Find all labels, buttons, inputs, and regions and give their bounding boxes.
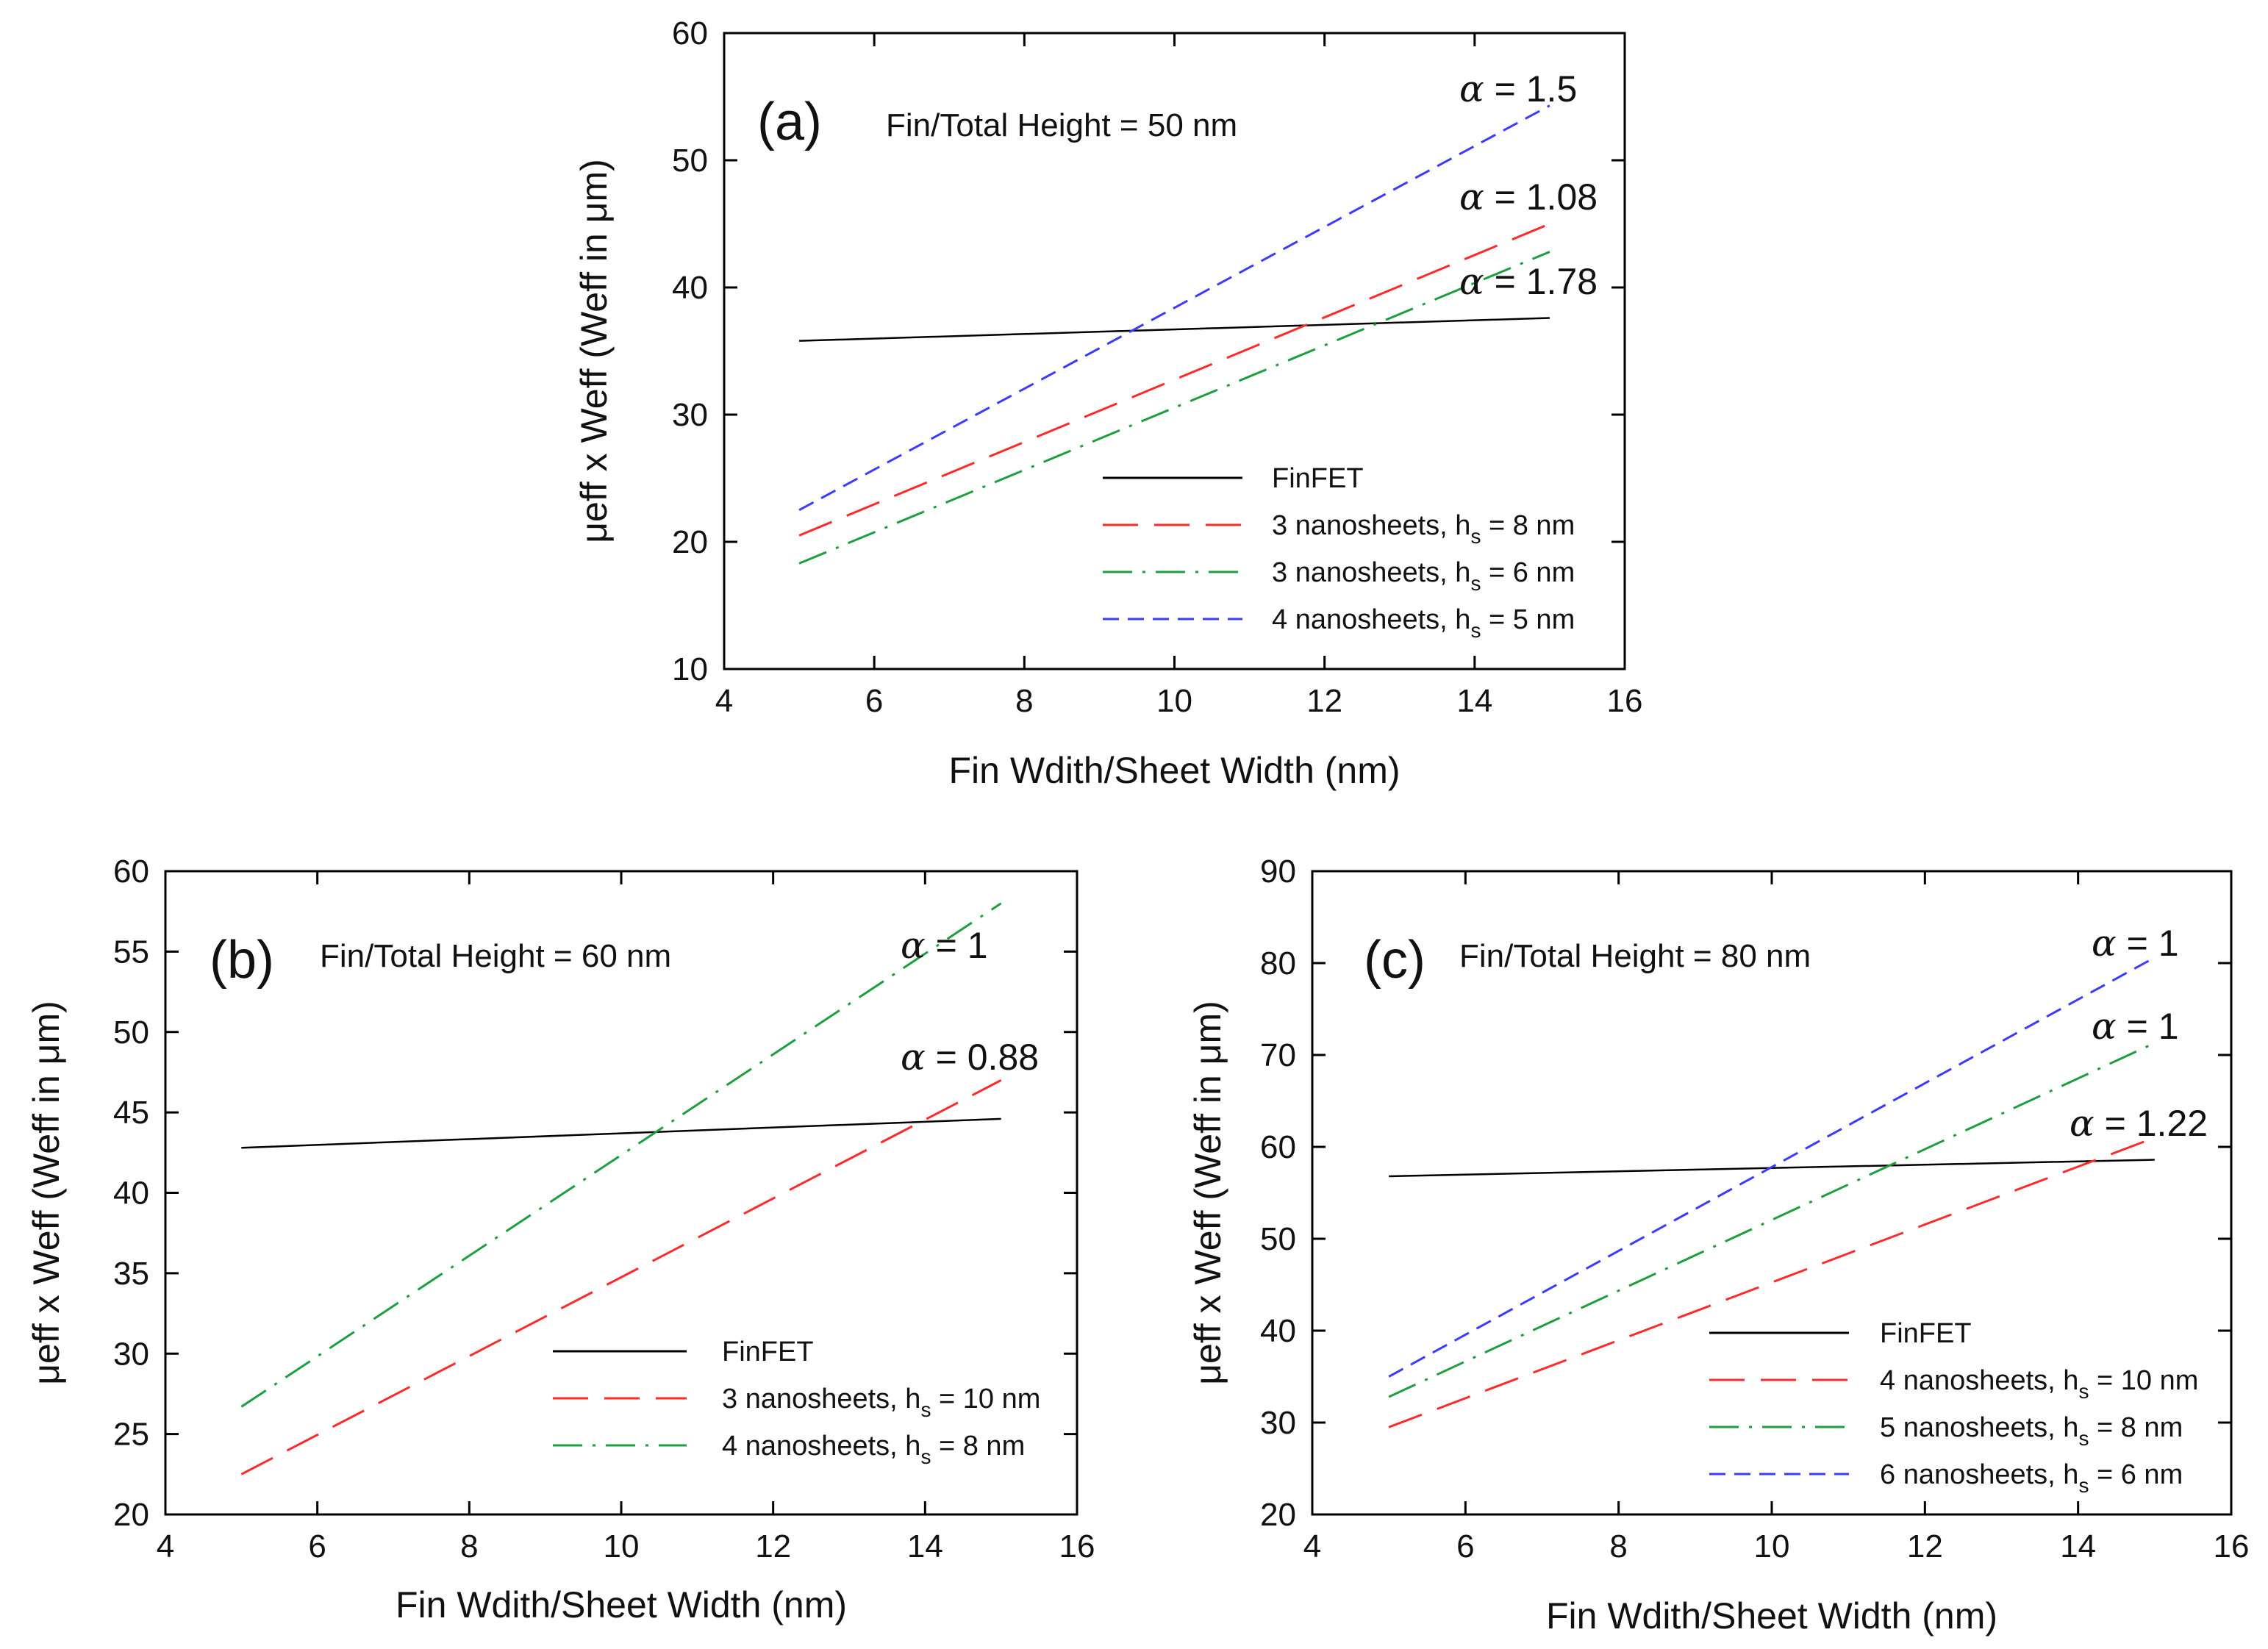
x-tick-label: 8	[1015, 683, 1033, 719]
x-axis-title: Fin Wdith/Sheet Width (nm)	[1546, 1595, 1997, 1637]
height-label: Fin/Total Height = 60 nm	[320, 938, 671, 974]
series-line-s3	[1388, 1042, 2156, 1398]
x-tick-label: 8	[1609, 1528, 1627, 1564]
x-tick-label: 16	[1059, 1528, 1095, 1564]
x-tick-label: 14	[907, 1528, 943, 1564]
y-tick-label: 55	[113, 934, 149, 970]
x-tick-label: 6	[865, 683, 883, 719]
y-tick-label: 10	[672, 651, 708, 687]
x-tick-label: 10	[604, 1528, 640, 1564]
panel-b: 4 6 8 10 12 14 16 20 25 30 35 40 45 50 55 60 Fin Wdith/S…	[26, 854, 1095, 1625]
y-tick-label: 40	[113, 1176, 149, 1212]
y-tick-label: 60	[1260, 1129, 1296, 1165]
x-tick-label: 14	[1456, 683, 1492, 719]
legend-label-s4: 4 nanosheets, hs = 5 nm	[1272, 604, 1575, 642]
legend-label-s2: 3 nanosheets, hs = 10 nm	[722, 1384, 1040, 1421]
x-tick-label: 10	[1156, 683, 1192, 719]
y-tick-label: 70	[1260, 1037, 1296, 1073]
y-tick-label: 90	[1260, 854, 1296, 890]
legend-label-s4: 6 nanosheets, hs = 6 nm	[1880, 1459, 2183, 1497]
x-tick-label: 6	[308, 1528, 326, 1564]
y-tick-label: 50	[113, 1015, 149, 1051]
alpha-annotation-s2: α = 0.88	[901, 1036, 1039, 1079]
alpha-annotation-s4: α = 1.5	[1459, 68, 1577, 110]
y-tick-label: 30	[1260, 1405, 1296, 1441]
alpha-annotation-s2: α = 1.22	[2070, 1102, 2208, 1145]
y-tick-label: 20	[672, 524, 708, 560]
y-tick-label: 60	[113, 854, 149, 890]
x-axis-title: Fin Wdith/Sheet Width (nm)	[396, 1584, 847, 1625]
series-line-s4	[1388, 956, 2156, 1378]
x-tick-label: 4	[157, 1528, 174, 1564]
y-tick-label: 40	[1260, 1313, 1296, 1349]
series-line-s3	[240, 902, 1002, 1408]
series-line-finfet	[241, 1117, 1001, 1149]
panel-c: 4 6 8 10 12 14 16 20 30 40 50 60 70 80 90 Fin Wdith/She…	[1187, 854, 2249, 1637]
series-line-s2	[798, 223, 1550, 537]
y-tick-label: 30	[672, 397, 708, 433]
x-tick-label: 16	[2214, 1528, 2250, 1564]
legend-label-s3: 5 nanosheets, hs = 8 nm	[1880, 1412, 2183, 1450]
y-tick-label: 50	[1260, 1221, 1296, 1257]
x-axis-title: Fin Wdith/Sheet Width (nm)	[948, 750, 1400, 791]
y-tick-label: 80	[1260, 945, 1296, 981]
series-line-s4	[798, 104, 1550, 512]
x-tick-label: 14	[2060, 1528, 2096, 1564]
y-axis-title: μeff x Weff (Weff in μm)	[26, 1001, 67, 1385]
series-line-s3	[798, 251, 1550, 565]
panel-letter: (c)	[1364, 931, 1425, 990]
x-tick-label: 12	[755, 1528, 791, 1564]
legend-label-s3: 3 nanosheets, hs = 6 nm	[1272, 557, 1575, 595]
y-tick-label: 25	[113, 1417, 149, 1453]
y-tick-label: 35	[113, 1256, 149, 1292]
legend-label-s2: 3 nanosheets, hs = 8 nm	[1272, 510, 1575, 548]
y-tick-label: 20	[113, 1497, 149, 1533]
x-tick-label: 4	[1303, 1528, 1321, 1564]
x-tick-label: 10	[1754, 1528, 1790, 1564]
series-line-s2	[240, 1079, 1002, 1475]
y-axis-title: μeff x Weff (Weff in μm)	[1187, 1001, 1228, 1385]
panel-letter: (a)	[757, 93, 822, 151]
alpha-annotation-s2: α = 1.08	[1459, 176, 1598, 218]
legend-label-s2: 4 nanosheets, hs = 10 nm	[1880, 1365, 2198, 1403]
alpha-annotation-s3: α = 1	[2092, 1005, 2179, 1048]
y-tick-label: 30	[113, 1336, 149, 1372]
series-line-finfet	[799, 317, 1550, 342]
y-tick-label: 60	[672, 15, 708, 51]
legend-label-finfet: FinFET	[1880, 1318, 1972, 1349]
alpha-annotation-s4: α = 1	[2092, 922, 2179, 965]
x-tick-label: 12	[1907, 1528, 1943, 1564]
x-tick-label: 12	[1306, 683, 1342, 719]
alpha-annotation-s3: α = 1.78	[1459, 260, 1598, 303]
legend-label-finfet: FinFET	[1272, 463, 1364, 494]
y-tick-label: 20	[1260, 1497, 1296, 1533]
legend-label-s3: 4 nanosheets, hs = 8 nm	[722, 1431, 1025, 1468]
panel-letter: (b)	[210, 931, 274, 990]
alpha-annotation-s3: α = 1	[901, 924, 988, 967]
series-line-s2	[1388, 1137, 2156, 1428]
height-label: Fin/Total Height = 50 nm	[886, 107, 1237, 143]
x-tick-label: 16	[1607, 683, 1643, 719]
y-axis-title: μeff x Weff (Weff in μm)	[573, 159, 615, 543]
legend-label-finfet: FinFET	[722, 1337, 814, 1367]
y-tick-label: 40	[672, 270, 708, 306]
x-tick-label: 4	[715, 683, 733, 719]
y-tick-label: 50	[672, 143, 708, 179]
x-tick-label: 8	[460, 1528, 478, 1564]
height-label: Fin/Total Height = 80 nm	[1459, 938, 1811, 974]
y-tick-label: 45	[113, 1095, 149, 1131]
x-tick-label: 6	[1456, 1528, 1474, 1564]
panel-a: 4 6 8 10 12 14 16 10 20 30 40 50 60 Fin Wdith/Sheet W…	[573, 15, 1642, 791]
